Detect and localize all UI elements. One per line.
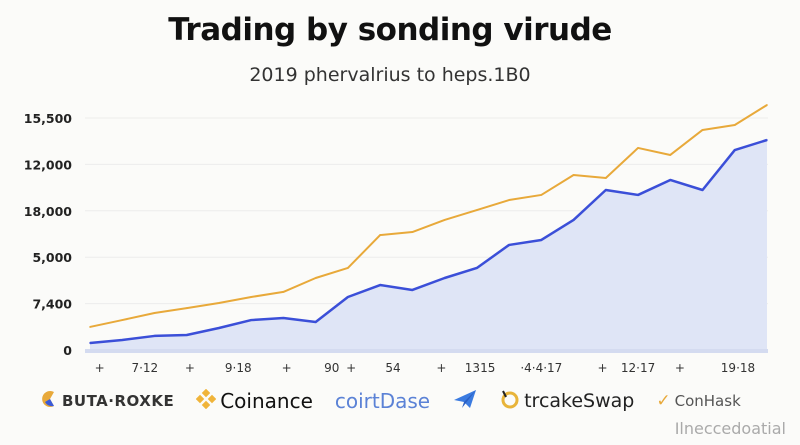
logo-bird xyxy=(452,388,478,414)
blue-data-point xyxy=(572,219,575,221)
orange-data-point xyxy=(89,326,91,328)
orange-data-point xyxy=(379,234,381,236)
x-tick-label: + xyxy=(598,361,608,375)
x-tick-label: 19·18 xyxy=(721,361,755,375)
y-tick-label: 0 xyxy=(63,343,72,358)
x-tick-label: 12·17 xyxy=(621,361,655,375)
x-tick-label: + xyxy=(95,361,105,375)
buta-logo-icon xyxy=(42,390,58,412)
blue-data-point xyxy=(121,339,124,341)
orange-data-point xyxy=(605,177,607,179)
x-tick-label: + xyxy=(282,361,292,375)
logo-label: trcakeSwap xyxy=(524,390,635,412)
orange-data-point xyxy=(508,199,510,201)
x-tick-label: 7·12 xyxy=(131,361,158,375)
logo-label: BUTA·ROXKE xyxy=(62,392,175,410)
orange-data-point xyxy=(572,174,575,176)
orange-data-point xyxy=(540,194,543,196)
blue-data-point xyxy=(701,189,704,191)
blue-data-point xyxy=(250,319,252,321)
blue-data-point xyxy=(733,149,736,151)
orange-data-point xyxy=(669,154,672,156)
blue-data-point xyxy=(443,277,446,279)
logo-coinbase: coirtDase xyxy=(335,389,430,413)
blue-series-line xyxy=(89,138,768,345)
x-tick-label: 1315 xyxy=(465,361,496,375)
logo-conhask: ✓ ConHask xyxy=(656,391,740,411)
x-tick-label: + xyxy=(675,361,685,375)
blue-bird-icon xyxy=(452,388,478,414)
x-tick-label: 9·18 xyxy=(225,361,252,375)
x-tick-label: + xyxy=(346,361,356,375)
orange-data-point xyxy=(314,277,317,279)
watermark: Ilneccedoatial xyxy=(674,419,786,438)
logo-pancakeswap: trcakeSwap xyxy=(500,389,634,413)
blue-data-point xyxy=(347,296,349,298)
orange-data-point xyxy=(153,312,156,314)
blue-data-point xyxy=(411,289,414,291)
y-tick-label: 7,400 xyxy=(32,297,72,312)
blue-data-point xyxy=(508,244,510,246)
logo-label: coirtDase xyxy=(334,389,431,413)
orange-data-point xyxy=(411,231,414,233)
blue-data-point xyxy=(379,284,381,286)
y-tick-label: 15,500 xyxy=(24,111,73,126)
orange-data-point xyxy=(637,147,639,149)
chart-title: Trading by sonding virude xyxy=(168,12,612,48)
orange-data-point xyxy=(185,307,188,309)
blue-data-point xyxy=(540,239,543,241)
orange-data-point xyxy=(121,319,124,321)
x-tick-label: + xyxy=(436,361,446,375)
logo-label: ConHask xyxy=(674,392,741,410)
y-tick-label: 18,000 xyxy=(24,204,73,219)
x-tick-label: + xyxy=(185,361,195,375)
pancake-icon xyxy=(500,389,520,413)
blue-data-point xyxy=(282,317,285,319)
blue-data-point xyxy=(476,267,478,269)
blue-data-point xyxy=(314,321,317,323)
blue-data-point xyxy=(153,335,156,337)
y-tick-label: 12,000 xyxy=(24,157,73,172)
orange-series-line xyxy=(89,104,768,328)
logo-label: Coinance xyxy=(220,389,313,413)
blue-data-point xyxy=(766,139,768,141)
orange-data-point xyxy=(766,104,768,106)
logo-buta: BUTA·ROXKE xyxy=(42,390,174,412)
chart-subtitle: 2019 phervalrius to heps.1B0 xyxy=(249,64,531,86)
blue-data-point xyxy=(185,334,188,336)
y-tick-label: 5,000 xyxy=(32,250,72,265)
blue-data-point xyxy=(669,179,672,181)
orange-data-point xyxy=(701,129,704,131)
baseline xyxy=(85,349,768,353)
blue-data-point xyxy=(89,342,91,344)
orange-data-point xyxy=(443,219,446,221)
exchange-logos-row: BUTA·ROXKE Coinance coirtDase trcakeSwap… xyxy=(42,388,741,414)
x-tick-label: ·4·4·17 xyxy=(520,361,562,375)
diamond-cluster-icon xyxy=(195,388,217,413)
orange-data-point xyxy=(733,124,736,126)
logo-coinance: Coinance xyxy=(195,388,313,413)
blue-series-area xyxy=(90,140,767,350)
orange-data-point xyxy=(347,267,349,269)
blue-data-point xyxy=(605,189,607,191)
x-tick-label: 54 xyxy=(385,361,400,375)
orange-data-point xyxy=(218,302,220,304)
blue-data-point xyxy=(218,327,220,329)
checkmark-icon: ✓ xyxy=(656,391,671,411)
orange-data-point xyxy=(250,296,252,298)
blue-data-point xyxy=(637,194,639,196)
orange-data-point xyxy=(282,291,285,293)
orange-data-point xyxy=(476,209,478,211)
x-tick-label: 90 xyxy=(324,361,339,375)
